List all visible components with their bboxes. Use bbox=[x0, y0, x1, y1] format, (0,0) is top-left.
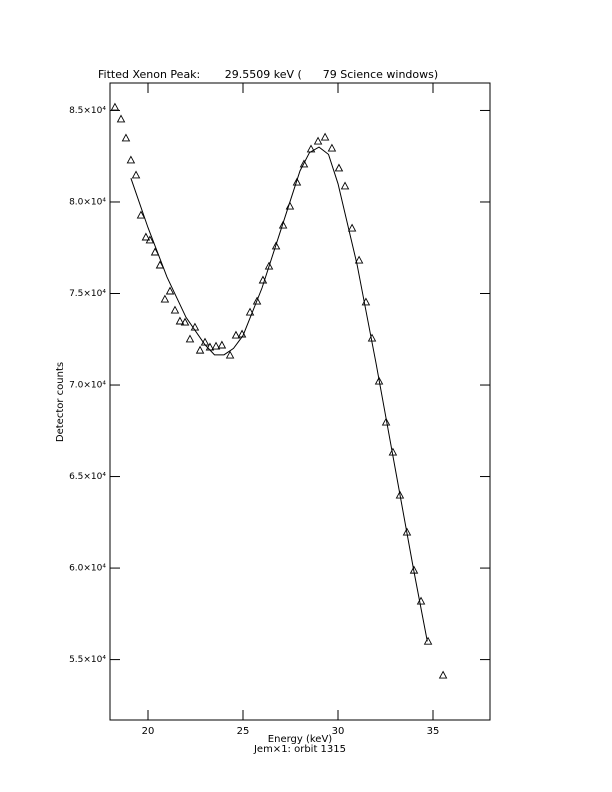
x-tick-label: 20 bbox=[142, 726, 155, 737]
subtitle: Jem×1: orbit 1315 bbox=[253, 744, 346, 755]
data-point bbox=[395, 490, 405, 499]
data-point bbox=[374, 376, 384, 385]
y-tick-label: 7.0×10⁴ bbox=[69, 381, 106, 391]
y-tick-label: 8.5×10⁴ bbox=[69, 106, 106, 116]
x-tick-label: 25 bbox=[237, 726, 250, 737]
data-point bbox=[121, 133, 131, 142]
x-tick-label: 30 bbox=[332, 726, 345, 737]
data-point bbox=[170, 305, 180, 314]
data-point bbox=[165, 286, 175, 295]
data-point bbox=[292, 177, 302, 186]
data-point bbox=[110, 102, 120, 111]
data-point bbox=[334, 163, 344, 172]
data-point bbox=[381, 417, 391, 426]
data-point bbox=[141, 232, 151, 241]
data-point bbox=[313, 136, 323, 145]
data-point bbox=[136, 210, 146, 219]
data-point bbox=[160, 294, 170, 303]
data-point bbox=[340, 181, 350, 190]
y-tick-label: 6.5×10⁴ bbox=[69, 472, 106, 482]
data-point bbox=[145, 235, 155, 244]
data-point bbox=[252, 296, 262, 305]
data-point bbox=[231, 330, 241, 339]
data-point bbox=[185, 334, 195, 343]
x-axis-label: Energy (keV) bbox=[268, 734, 333, 745]
data-point bbox=[423, 636, 433, 645]
data-point bbox=[195, 345, 205, 354]
data-point bbox=[327, 143, 337, 152]
data-point bbox=[116, 114, 126, 123]
data-point bbox=[175, 316, 185, 325]
data-point bbox=[155, 260, 165, 269]
y-tick-label: 7.5×10⁴ bbox=[69, 289, 106, 299]
data-point bbox=[211, 341, 221, 350]
data-point bbox=[278, 220, 288, 229]
data-point bbox=[438, 670, 448, 679]
data-point bbox=[299, 159, 309, 168]
data-point bbox=[225, 350, 235, 359]
data-point bbox=[264, 261, 274, 270]
data-point bbox=[320, 132, 330, 141]
data-point bbox=[245, 307, 255, 316]
data-point bbox=[354, 255, 364, 264]
data-point bbox=[131, 170, 141, 179]
data-point bbox=[416, 596, 426, 605]
plot-frame bbox=[109, 82, 491, 721]
y-tick-label: 6.0×10⁴ bbox=[69, 564, 106, 574]
x-tick-label: 35 bbox=[427, 726, 440, 737]
y-tick-label: 8.0×10⁴ bbox=[69, 197, 106, 207]
data-point bbox=[306, 144, 316, 153]
data-point bbox=[271, 241, 281, 250]
data-point bbox=[126, 155, 136, 164]
fit-line bbox=[130, 146, 428, 642]
y-tick-label: 5.5×10⁴ bbox=[69, 655, 106, 665]
y-axis-label: Detector counts bbox=[55, 362, 66, 442]
chart-title: Fitted Xenon Peak: 29.5509 keV ( 79 Scie… bbox=[98, 68, 438, 81]
data-point bbox=[217, 340, 227, 349]
data-point bbox=[347, 223, 357, 232]
data-point bbox=[180, 317, 190, 326]
